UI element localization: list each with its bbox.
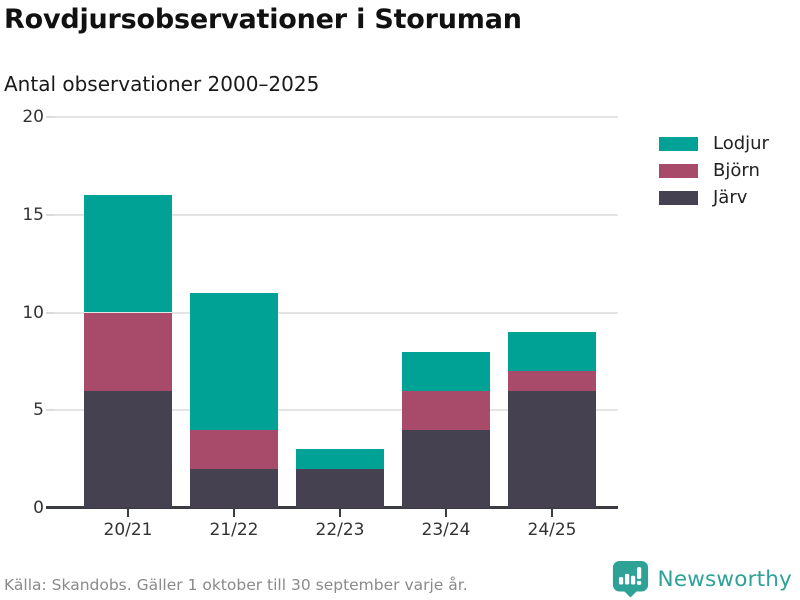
y-tick-label-10: 10 xyxy=(22,302,44,323)
legend-label-björn: Björn xyxy=(713,160,760,181)
bar-21-22-lodjur xyxy=(190,292,278,430)
bar-22-23-järv xyxy=(296,468,384,508)
y-tick-20 xyxy=(46,116,55,118)
legend-swatch-järv xyxy=(659,190,698,205)
legend: Lodjur Björn Järv xyxy=(659,133,769,214)
bar-20-21-björn xyxy=(84,312,172,391)
y-tick-5 xyxy=(46,409,55,412)
newsworthy-logo-text: Newsworthy xyxy=(657,566,792,592)
gridline-5 xyxy=(55,409,618,412)
x-tick-24-25 xyxy=(551,509,553,517)
legend-item-lodjur: Lodjur xyxy=(659,133,769,154)
legend-item-björn: Björn xyxy=(659,160,769,181)
chart-title: Rovdjursobservationer i Storuman xyxy=(4,4,522,35)
x-tick-label-22-23: 22/23 xyxy=(315,520,365,540)
legend-label-lodjur: Lodjur xyxy=(713,133,769,154)
bar-21-22-järv xyxy=(190,468,278,508)
legend-label-järv: Järv xyxy=(713,187,748,208)
y-tick-label-20: 20 xyxy=(22,107,44,127)
legend-swatch-lodjur xyxy=(659,136,698,151)
bar-24-25-järv xyxy=(508,390,596,508)
x-tick-20-21 xyxy=(127,509,129,517)
bar-20-21-lodjur xyxy=(84,195,172,313)
source-note: Källa: Skandobs. Gäller 1 oktober till 3… xyxy=(4,576,468,594)
x-tick-label-24-25: 24/25 xyxy=(527,520,577,540)
y-axis: 0 5 10 15 20 xyxy=(0,107,44,518)
bar-21-22-björn xyxy=(190,429,278,469)
x-tick-21-22 xyxy=(233,509,235,517)
y-tick-label-15: 15 xyxy=(22,204,44,225)
chart-subtitle: Antal observationer 2000–2025 xyxy=(4,72,320,96)
plot-area: 20/21 21/22 22/23 23/24 24/25 xyxy=(46,116,618,540)
x-tick-label-21-22: 21/22 xyxy=(209,520,259,540)
bar-23-24-lodjur xyxy=(402,351,490,391)
legend-swatch-björn xyxy=(659,163,698,178)
gridline-15 xyxy=(55,213,618,216)
bar-24-25-lodjur xyxy=(508,332,596,372)
bar-22-23-lodjur xyxy=(296,449,384,469)
legend-item-järv: Järv xyxy=(659,187,769,208)
bar-23-24-järv xyxy=(402,429,490,508)
bar-24-25-björn xyxy=(508,371,596,391)
y-tick-15 xyxy=(46,213,55,216)
newsworthy-logo-icon xyxy=(612,560,648,598)
bar-23-24-björn xyxy=(402,390,490,430)
x-tick-label-23-24: 23/24 xyxy=(421,520,471,540)
x-tick-23-24 xyxy=(445,509,447,517)
gridline-20 xyxy=(55,116,618,118)
gridline-10 xyxy=(55,311,618,314)
x-tick-label-20-21: 20/21 xyxy=(103,520,153,540)
newsworthy-brand-link[interactable]: Newsworthy xyxy=(612,560,792,598)
x-tick-22-23 xyxy=(339,509,341,517)
y-tick-label-0: 0 xyxy=(33,498,44,518)
y-tick-10 xyxy=(46,311,55,314)
y-tick-label-5: 5 xyxy=(33,400,44,421)
y-tick-0 xyxy=(46,506,55,509)
bar-20-21-järv xyxy=(84,390,172,508)
